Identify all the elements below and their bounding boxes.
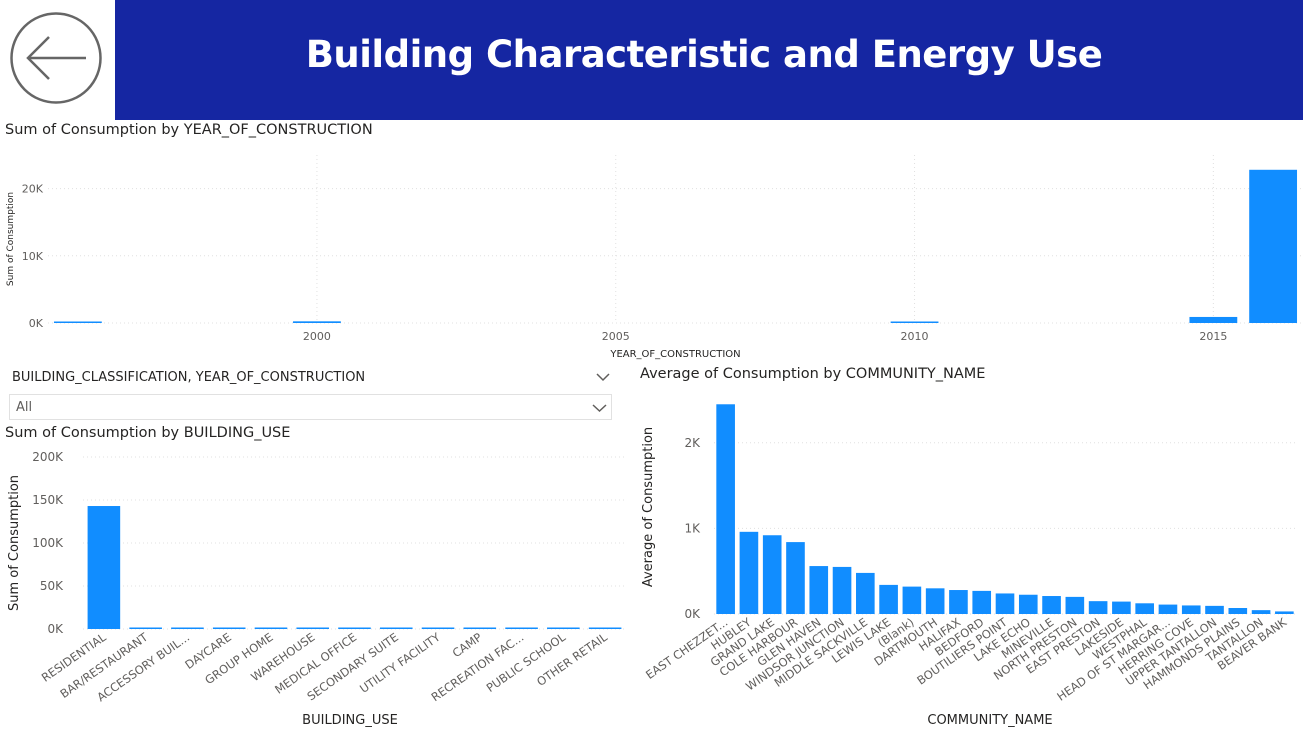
bar-warehouse[interactable] <box>296 627 330 630</box>
building-use-chart[interactable]: 0K50K100K150K200KRESIDENTIALBAR/RESTAURA… <box>0 445 632 732</box>
bar-hubley[interactable] <box>739 531 759 614</box>
x-axis-label: COMMUNITY_NAME <box>927 713 1052 728</box>
bar-mineville[interactable] <box>1042 596 1061 614</box>
x-tick-label: 2005 <box>602 330 630 343</box>
y-tick-label: 0K <box>29 317 44 330</box>
bar-2010[interactable] <box>890 321 939 324</box>
bar-secondary-suite[interactable] <box>379 627 413 630</box>
page-title: Building Characteristic and Energy Use <box>305 32 1103 76</box>
bar-cole-harbour[interactable] <box>786 542 805 614</box>
year-chart-title: Sum of Consumption by YEAR_OF_CONSTRUCTI… <box>5 122 373 138</box>
bar-2000[interactable] <box>293 321 341 323</box>
bar-camp[interactable] <box>463 627 497 630</box>
y-tick-label: 2K <box>684 436 701 450</box>
bar-residential[interactable] <box>87 506 121 629</box>
bar-daycare[interactable] <box>212 627 246 630</box>
bar-north-preston[interactable] <box>1065 596 1085 614</box>
slicer-dropdown[interactable]: All <box>9 394 612 420</box>
x-tick-label: CAMP <box>450 630 485 660</box>
slicer-value: All <box>16 400 33 415</box>
bar-grand-lake[interactable] <box>762 535 782 614</box>
x-tick-label: OTHER RETAIL <box>534 630 610 689</box>
y-axis-label: Sum of Consumption <box>6 192 16 286</box>
x-axis-label: YEAR_OF_CONSTRUCTION <box>609 349 740 360</box>
bar-upper-tantallon[interactable] <box>1205 605 1224 614</box>
bar-head-of-st-margar-[interactable] <box>1158 604 1178 614</box>
y-axis-label: Average of Consumption <box>641 427 656 587</box>
bar-2016[interactable] <box>1249 169 1298 323</box>
bar-group-home[interactable] <box>254 627 288 630</box>
slicer-label: BUILDING_CLASSIFICATION, YEAR_OF_CONSTRU… <box>12 370 366 385</box>
year-chart[interactable]: 0K 10K 20K 2000 2005 2010 2015 YEAR_OF_CONSTRUC… <box>0 145 1303 363</box>
y-tick-label: 20K <box>22 183 44 196</box>
y-axis-label: Sum of Consumption <box>7 475 22 611</box>
bar-east-preston[interactable] <box>1088 601 1108 614</box>
x-tick-label: 2000 <box>303 330 331 343</box>
community-chart-title: Average of Consumption by COMMUNITY_NAME <box>640 366 986 382</box>
bar-middle-sackville[interactable] <box>856 572 875 614</box>
bar-bedford[interactable] <box>972 590 992 614</box>
x-tick-label: 2010 <box>901 330 929 343</box>
bar-lake-echo[interactable] <box>1018 594 1038 614</box>
bar-boutiliers-point[interactable] <box>995 593 1015 614</box>
bar-recreation-fac-[interactable] <box>505 627 538 630</box>
slicer-header[interactable]: BUILDING_CLASSIFICATION, YEAR_OF_CONSTRU… <box>12 368 612 388</box>
chevron-down-icon[interactable] <box>596 372 610 382</box>
x-axis-label: BUILDING_USE <box>302 713 398 728</box>
bar-tantallon[interactable] <box>1251 610 1271 614</box>
bar-lewis-lake[interactable] <box>879 584 898 614</box>
back-button[interactable] <box>0 0 113 120</box>
y-tick-label: 150K <box>32 493 64 507</box>
bar-dartmouth[interactable] <box>925 588 945 614</box>
building-use-chart-title: Sum of Consumption by BUILDING_USE <box>5 425 291 441</box>
y-tick-label: 200K <box>32 450 64 464</box>
y-tick-label: 0K <box>47 622 64 636</box>
bar-halifax[interactable] <box>949 590 968 614</box>
bar-glen-haven[interactable] <box>809 566 829 614</box>
bar-east-chezzet-[interactable] <box>716 404 735 614</box>
bar-herring-cove[interactable] <box>1181 605 1201 614</box>
back-arrow-icon[interactable] <box>0 0 113 120</box>
bar-bar-restaurant[interactable] <box>129 627 162 630</box>
y-tick-label: 100K <box>32 536 64 550</box>
bar-medical-office[interactable] <box>338 627 371 630</box>
y-tick-label: 0K <box>684 607 701 621</box>
bar-public-school[interactable] <box>547 627 580 630</box>
bar-beaver-bank[interactable] <box>1275 611 1294 614</box>
bar-lakeside[interactable] <box>1112 601 1131 614</box>
bar-other-retail[interactable] <box>588 627 622 630</box>
bar-utility-facility[interactable] <box>421 627 455 630</box>
bar-windsor-junction[interactable] <box>832 566 852 614</box>
bar-westphal[interactable] <box>1135 603 1154 614</box>
bar-hammonds-plains[interactable] <box>1228 608 1248 614</box>
bar-2015[interactable] <box>1189 316 1238 323</box>
bar-accessory-buil-[interactable] <box>171 627 204 630</box>
y-tick-label: 10K <box>22 250 44 263</box>
y-tick-label: 1K <box>684 521 701 535</box>
dropdown-chevron-icon[interactable] <box>592 403 607 413</box>
header-banner: Building Characteristic and Energy Use <box>115 0 1303 120</box>
x-tick-label: 2015 <box>1199 330 1227 343</box>
bar--blank-[interactable] <box>902 586 922 614</box>
bar-1996[interactable] <box>53 321 102 324</box>
y-tick-label: 50K <box>40 579 64 593</box>
